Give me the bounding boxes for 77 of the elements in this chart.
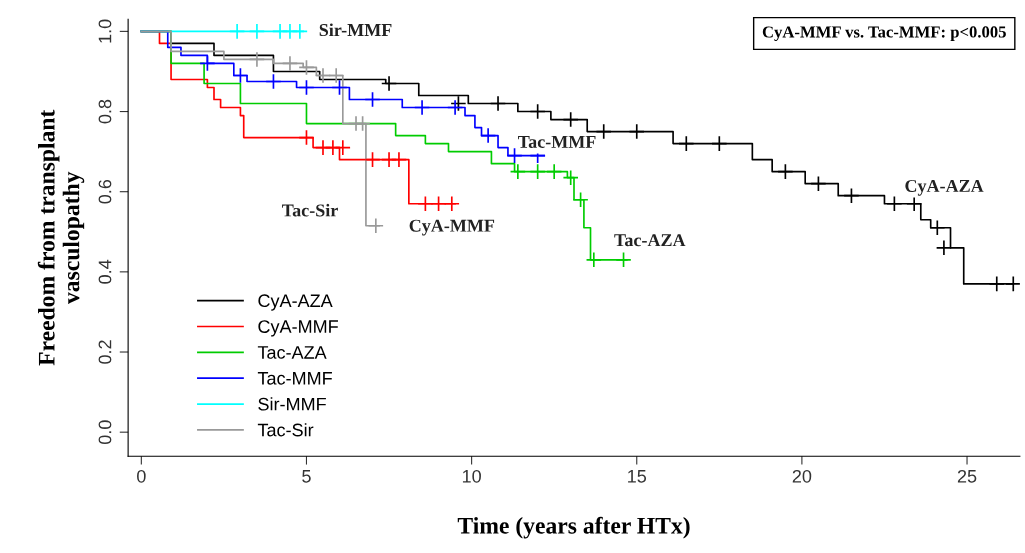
point: [615, 251, 632, 268]
point: [328, 67, 345, 84]
point: [1005, 275, 1020, 293]
y-tick-label: 0.4: [98, 259, 112, 284]
annotation: CyA-AZA: [905, 179, 984, 196]
x-tick-label: 5: [302, 470, 311, 483]
x-tick-label: 25: [957, 469, 977, 483]
legend-label: Tac-Sir: [257, 423, 314, 437]
point: [390, 151, 408, 168]
annotation: CyA-MMF: [409, 219, 495, 236]
point: [562, 111, 579, 128]
point: [595, 123, 612, 140]
point: [417, 195, 434, 212]
point: [529, 163, 546, 180]
point: [585, 251, 602, 268]
point: [678, 135, 695, 152]
point: [413, 99, 431, 116]
point: [232, 67, 249, 84]
point: [314, 67, 332, 84]
point: [777, 163, 794, 180]
point: [509, 163, 526, 180]
x-axis-title: Time (years after HTx): [457, 516, 690, 539]
y-tick-label: 0.2: [98, 340, 112, 364]
point: [886, 195, 903, 212]
point: [291, 23, 308, 40]
point: [334, 139, 351, 156]
y-axis-title: Freedom from transplant vasculopathy: [37, 109, 85, 366]
point: [711, 135, 728, 152]
x-tick-label: 15: [628, 470, 647, 483]
annotation: Tac-Sir: [282, 203, 338, 217]
legend-label: CyA-MMF: [258, 320, 338, 337]
point: [935, 239, 953, 256]
point: [367, 217, 384, 234]
point: [248, 51, 266, 68]
point: [489, 95, 507, 112]
point: [988, 275, 1005, 293]
point: [298, 59, 315, 76]
point: [380, 75, 398, 92]
point: [450, 95, 467, 112]
point: [480, 127, 497, 144]
point: [430, 195, 447, 212]
point: [446, 99, 464, 116]
point: [298, 129, 315, 146]
x-tick-label: 20: [792, 469, 812, 483]
point: [199, 55, 216, 72]
y-tick-label: 0.8: [98, 99, 112, 124]
annotation: Tac-MMF: [518, 135, 596, 148]
point: [281, 55, 299, 72]
legend-label: Sir-MMF: [258, 397, 326, 411]
point: [562, 169, 579, 186]
y-tick-label: 0.0: [98, 420, 112, 445]
point: [443, 195, 460, 212]
x-tick-label: 10: [462, 469, 481, 483]
legend-label: Tac-MMF: [257, 372, 332, 385]
point: [265, 73, 282, 90]
point: [364, 91, 381, 108]
x-tick-label: 0: [137, 469, 146, 483]
legend-label: Tac-AZA: [257, 346, 327, 359]
legend-label: CyA-AZA: [258, 294, 333, 311]
point: [628, 123, 645, 140]
point: [248, 23, 266, 40]
point: [298, 79, 315, 96]
point: [572, 191, 589, 208]
point: [546, 163, 563, 180]
point: [364, 151, 381, 168]
y-tick-label: 1.0: [98, 19, 112, 43]
point: [843, 187, 860, 204]
point: [506, 147, 523, 164]
point: [331, 79, 348, 96]
annotation: CyA-MMF vs. Tac-MMF: p<0.005: [762, 26, 1006, 42]
point: [929, 219, 946, 236]
annotation: Sir-MMF: [319, 23, 392, 37]
point: [529, 103, 546, 120]
y-tick-label: 0.6: [98, 179, 112, 204]
point: [810, 175, 827, 192]
point: [228, 23, 246, 40]
annotation: Tac-AZA: [614, 234, 686, 247]
